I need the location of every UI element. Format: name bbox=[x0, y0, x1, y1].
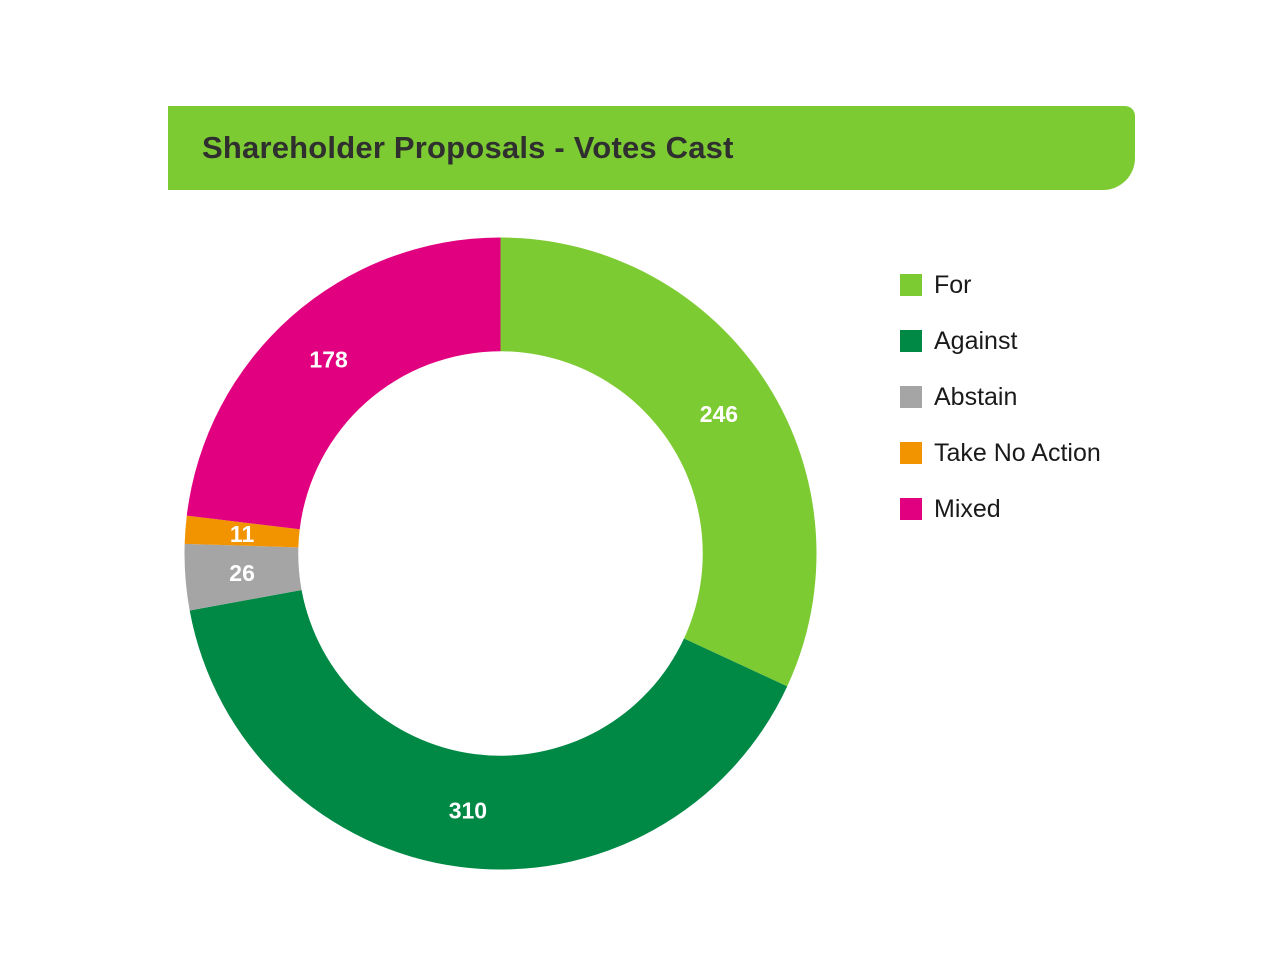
legend-swatch-abstain bbox=[900, 386, 922, 408]
legend-label: Take No Action bbox=[934, 439, 1101, 467]
legend-item-mixed: Mixed bbox=[900, 495, 1101, 523]
donut-segment-take-no-action bbox=[184, 515, 300, 548]
legend-swatch-take-no-action bbox=[900, 442, 922, 464]
donut-chart: 246 310 26 11 178 bbox=[184, 237, 817, 870]
legend-swatch-for bbox=[900, 274, 922, 296]
legend-item-for: For bbox=[900, 271, 1101, 299]
donut-segment-for bbox=[500, 237, 817, 687]
legend-label: For bbox=[934, 271, 972, 299]
legend-swatch-mixed bbox=[900, 498, 922, 520]
page-title: Shareholder Proposals - Votes Cast bbox=[202, 130, 734, 165]
donut-segment-abstain bbox=[184, 543, 302, 611]
segment-value-label-for: 246 bbox=[700, 401, 738, 427]
segment-value-label-against: 310 bbox=[449, 798, 487, 824]
title-banner: Shareholder Proposals - Votes Cast bbox=[168, 106, 1135, 190]
segment-value-label-mixed: 178 bbox=[309, 347, 348, 373]
donut-segment-mixed bbox=[186, 237, 501, 530]
legend-label: Against bbox=[934, 327, 1018, 355]
segment-value-label-take-no-action: 11 bbox=[230, 521, 255, 547]
legend-label: Abstain bbox=[934, 383, 1018, 411]
segment-value-label-abstain: 26 bbox=[229, 560, 255, 586]
legend-item-against: Against bbox=[900, 327, 1101, 355]
legend-item-abstain: Abstain bbox=[900, 383, 1101, 411]
legend-swatch-against bbox=[900, 330, 922, 352]
legend-item-take-no-action: Take No Action bbox=[900, 439, 1101, 467]
donut-segment-against bbox=[189, 589, 788, 870]
legend-label: Mixed bbox=[934, 495, 1001, 523]
chart-legend: For Against Abstain Take No Action Mixed bbox=[900, 271, 1101, 554]
donut-chart-svg: 246 310 26 11 178 bbox=[184, 237, 817, 870]
